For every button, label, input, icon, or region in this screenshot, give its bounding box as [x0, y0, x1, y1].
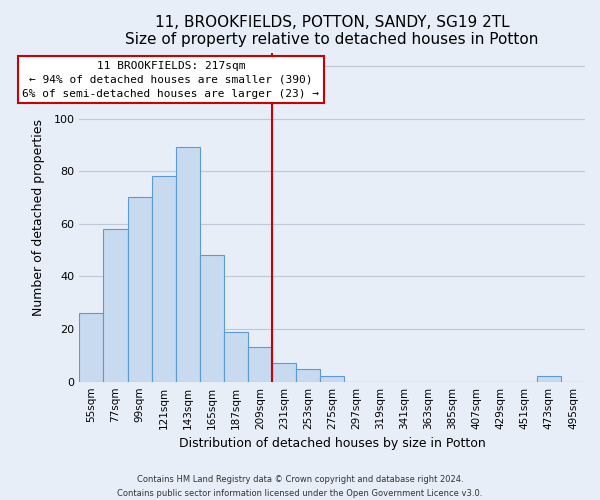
Bar	[103, 229, 128, 382]
Bar	[320, 376, 344, 382]
Bar	[128, 198, 152, 382]
Bar	[537, 376, 561, 382]
Bar	[296, 368, 320, 382]
Bar	[176, 148, 200, 382]
Bar	[79, 314, 103, 382]
Text: 11 BROOKFIELDS: 217sqm
← 94% of detached houses are smaller (390)
6% of semi-det: 11 BROOKFIELDS: 217sqm ← 94% of detached…	[22, 60, 319, 98]
Bar	[200, 256, 224, 382]
X-axis label: Distribution of detached houses by size in Potton: Distribution of detached houses by size …	[179, 437, 485, 450]
Bar	[152, 176, 176, 382]
Text: Contains HM Land Registry data © Crown copyright and database right 2024.
Contai: Contains HM Land Registry data © Crown c…	[118, 476, 482, 498]
Bar	[248, 348, 272, 382]
Title: 11, BROOKFIELDS, POTTON, SANDY, SG19 2TL
Size of property relative to detached h: 11, BROOKFIELDS, POTTON, SANDY, SG19 2TL…	[125, 15, 539, 48]
Bar	[224, 332, 248, 382]
Y-axis label: Number of detached properties: Number of detached properties	[32, 118, 45, 316]
Bar	[272, 364, 296, 382]
